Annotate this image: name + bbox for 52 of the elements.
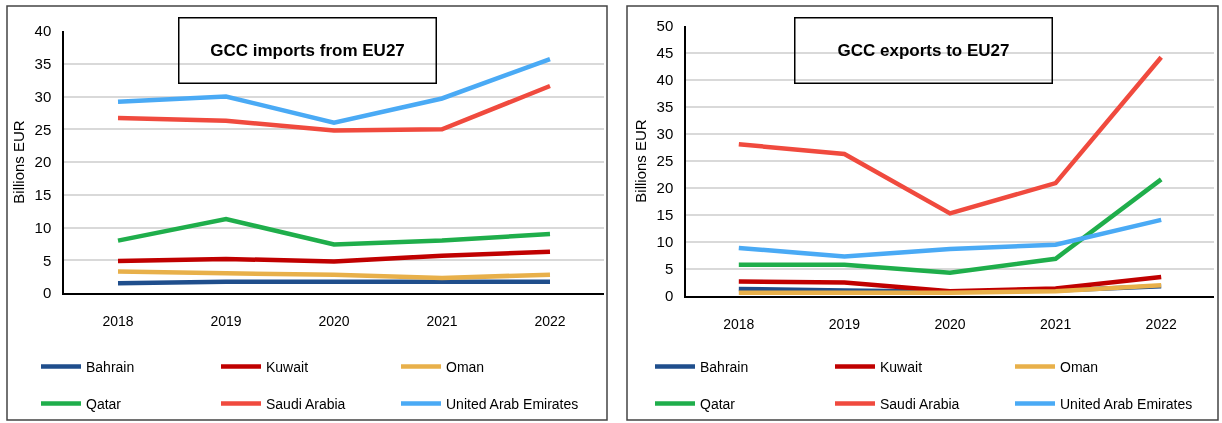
y-tick-label: 40 (656, 71, 674, 89)
y-tick-label: 0 (42, 284, 52, 302)
legend-label: Bahrain (86, 359, 135, 376)
line-series (115, 249, 553, 264)
legend-label: Bahrain (700, 359, 749, 376)
x-tick-label: 2022 (1145, 315, 1177, 332)
legend-label: Qatar (86, 396, 122, 413)
legend-label: Kuwait (266, 359, 309, 376)
legend-label: United Arab Emirates (1060, 396, 1193, 413)
y-tick-label: 10 (656, 233, 674, 251)
x-tick-label: 2019 (828, 315, 861, 332)
y-axis-title: Billions EUR (632, 119, 650, 203)
line-series (115, 269, 553, 281)
y-tick-label: 15 (34, 186, 52, 203)
legend-label: Saudi Arabia (880, 396, 960, 413)
x-tick-label: 2021 (426, 312, 458, 329)
legend-label: Saudi Arabia (266, 396, 346, 413)
legend-label: Qatar (700, 396, 736, 413)
line-series (736, 217, 1164, 259)
x-tick-label: 2020 (318, 312, 350, 329)
y-tick-label: 35 (34, 55, 52, 72)
text: GCC imports from EU27 (210, 41, 405, 60)
y-tick-label: 20 (656, 179, 674, 197)
y-tick-label: 35 (656, 98, 674, 116)
line-series (115, 83, 553, 133)
y-tick-label: 25 (656, 152, 674, 170)
line-series (115, 216, 553, 247)
y-tick-label: 5 (664, 260, 674, 278)
legend-label: Oman (446, 359, 485, 376)
x-tick-label: 2021 (1040, 315, 1072, 332)
y-tick-label: 10 (34, 218, 52, 236)
y-tick-label: 15 (656, 206, 674, 224)
legend-label: Kuwait (880, 359, 923, 376)
y-tick-label: 40 (34, 22, 52, 40)
text: GCC exports to EU27 (837, 41, 1010, 60)
y-tick-label: 0 (664, 287, 674, 305)
x-tick-label: 2018 (102, 312, 134, 329)
x-tick-label: 2020 (934, 315, 966, 332)
x-tick-label: 2022 (534, 312, 566, 329)
y-axis-title: Billions EUR (10, 120, 28, 204)
y-tick-label: 45 (656, 44, 674, 62)
x-tick-label: 2018 (723, 315, 755, 332)
y-tick-label: 5 (42, 251, 52, 269)
x-tick-label: 2019 (210, 312, 242, 329)
legend-label: United Arab Emirates (446, 396, 579, 413)
y-tick-label: 30 (656, 125, 674, 143)
legend-label: Oman (1060, 359, 1099, 376)
y-tick-label: 25 (34, 120, 52, 138)
line-series (736, 177, 1164, 276)
y-tick-label: 30 (34, 87, 52, 105)
y-tick-label: 20 (34, 153, 52, 171)
y-tick-label: 50 (656, 17, 674, 35)
